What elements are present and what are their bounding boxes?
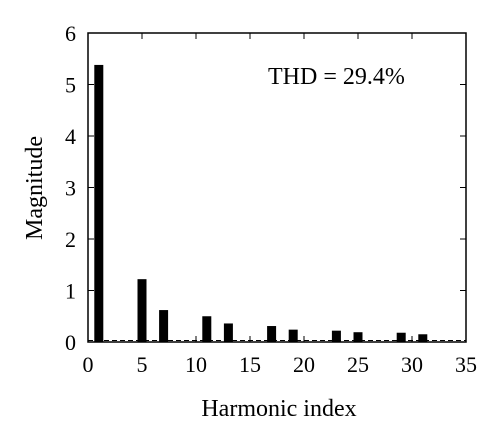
x-tick-label: 35 (455, 352, 477, 377)
y-tick-label: 4 (65, 124, 76, 149)
x-tick-label: 15 (239, 352, 261, 377)
bar-harmonic-1 (94, 64, 104, 343)
y-tick-labels: 0 1 2 3 4 5 6 (65, 21, 76, 355)
bar-harmonic-29 (396, 332, 406, 342)
x-tick-label: 5 (137, 352, 148, 377)
plot-area-frame (87, 32, 467, 343)
y-tick-label: 3 (65, 176, 76, 201)
y-tick-label: 2 (65, 227, 76, 252)
y-tick-label: 5 (65, 73, 76, 98)
y-tick-label: 6 (65, 21, 76, 46)
bar-harmonic-31 (418, 334, 428, 342)
bar-harmonic-19 (288, 329, 298, 342)
bar-harmonic-11 (202, 316, 212, 342)
thd-annotation: THD = 29.4% (268, 64, 405, 90)
bars-group (94, 64, 428, 343)
bar-harmonic-5 (137, 279, 147, 342)
y-tick-label: 0 (65, 330, 76, 355)
y-tick-label: 1 (65, 279, 76, 304)
bar-harmonic-13 (223, 323, 233, 342)
bar-harmonic-7 (159, 310, 169, 342)
x-tick-label: 30 (401, 352, 423, 377)
x-tick-label: 0 (83, 352, 94, 377)
y-axis-title: Magnitude (22, 136, 48, 240)
bar-harmonic-25 (353, 332, 363, 342)
x-tick-label: 10 (185, 352, 207, 377)
x-tick-label: 20 (293, 352, 315, 377)
x-tick-labels: 0 5 10 15 20 25 30 35 (83, 352, 478, 377)
x-tick-label: 25 (347, 352, 369, 377)
x-axis-title: Harmonic index (201, 396, 356, 422)
bar-harmonic-23 (331, 330, 341, 342)
bar-harmonic-17 (267, 326, 277, 342)
